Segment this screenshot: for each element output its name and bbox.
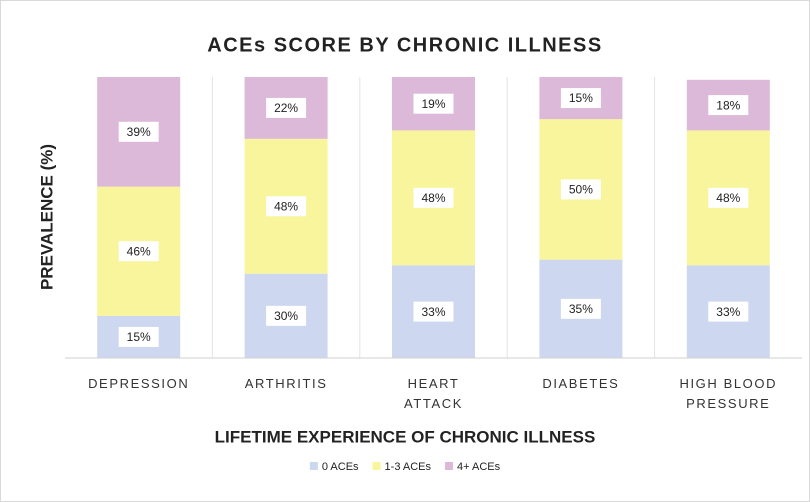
- data-label-box: [708, 95, 749, 116]
- data-label: 33%: [421, 305, 445, 319]
- data-label-box: [266, 196, 307, 217]
- x-tick-label: ARTHRITIS: [244, 376, 328, 391]
- data-label-box: [560, 88, 601, 109]
- data-label-box: [560, 298, 601, 319]
- data-label: 15%: [569, 91, 593, 105]
- data-label-box: [118, 326, 159, 347]
- y-axis-title: PREVALENCE (%): [37, 144, 56, 290]
- data-label: 30%: [274, 309, 298, 323]
- data-label-box: [708, 187, 749, 208]
- legend-label: 4+ ACEs: [457, 461, 501, 473]
- x-tick-label: HIGH BLOOD PRESSURE: [679, 376, 778, 411]
- x-axis-title: LIFETIME EXPERIENCE OF CHRONIC ILLNESS: [215, 427, 596, 446]
- data-label: 48%: [716, 191, 740, 205]
- data-label: 35%: [569, 302, 593, 316]
- chart-title: ACEs SCORE BY CHRONIC ILLNESS: [207, 34, 602, 56]
- x-tick-label: DEPRESSION: [88, 376, 190, 391]
- legend-swatch: [445, 462, 454, 470]
- x-tick-label: DIABETES: [542, 376, 620, 391]
- data-label-box: [413, 93, 454, 114]
- data-label-box: [266, 97, 307, 118]
- data-label: 15%: [127, 330, 151, 344]
- data-label-box: [413, 301, 454, 322]
- legend-swatch: [309, 462, 318, 470]
- data-label: 33%: [716, 305, 740, 319]
- legend-label: 0 ACEs: [322, 461, 359, 473]
- x-tick-label: HEART ATTACK: [404, 376, 463, 411]
- data-label: 48%: [274, 199, 298, 213]
- data-label-box: [413, 187, 454, 208]
- data-label-box: [560, 179, 601, 200]
- data-label-box: [118, 241, 159, 262]
- legend-swatch: [372, 462, 381, 470]
- legend-label: 1-3 ACEs: [385, 461, 432, 473]
- data-label-box: [266, 305, 307, 326]
- data-label: 18%: [716, 98, 740, 112]
- data-label: 50%: [569, 183, 593, 197]
- data-label: 19%: [421, 97, 445, 111]
- data-label: 39%: [127, 125, 151, 139]
- data-label-box: [118, 121, 159, 142]
- data-label: 46%: [127, 244, 151, 258]
- data-label-box: [708, 301, 749, 322]
- data-label: 22%: [274, 101, 298, 115]
- data-label: 48%: [421, 191, 445, 205]
